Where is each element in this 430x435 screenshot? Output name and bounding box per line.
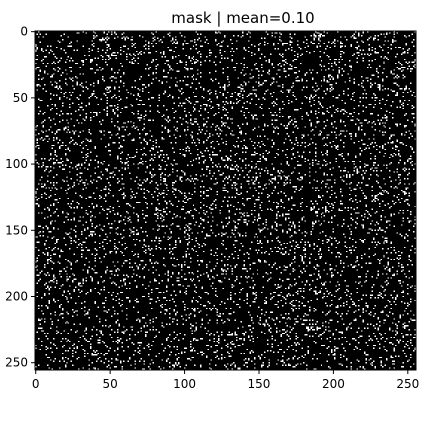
- y-tick-label: 150: [5, 223, 28, 237]
- y-tick-label: 0: [20, 25, 28, 39]
- plot-frame: [34, 30, 417, 371]
- mask-image: [35, 31, 416, 370]
- y-tick-label: 100: [5, 157, 28, 171]
- x-tick-label: 50: [103, 377, 118, 391]
- y-tick-label: 250: [5, 356, 28, 370]
- x-tick-label: 0: [32, 377, 40, 391]
- x-tick-label: 200: [322, 377, 345, 391]
- x-tick-label: 150: [248, 377, 271, 391]
- y-axis: 0 50 100 150 200 250: [5, 25, 35, 370]
- x-tick-label: 100: [173, 377, 196, 391]
- chart-title: mask | mean=0.10: [171, 9, 314, 27]
- x-axis: 0 50 100 150 200 250: [32, 370, 419, 391]
- y-tick-label: 50: [13, 91, 28, 105]
- mask-image-container: [35, 31, 416, 370]
- y-tick-label: 200: [5, 290, 28, 304]
- x-tick-label: 250: [396, 377, 419, 391]
